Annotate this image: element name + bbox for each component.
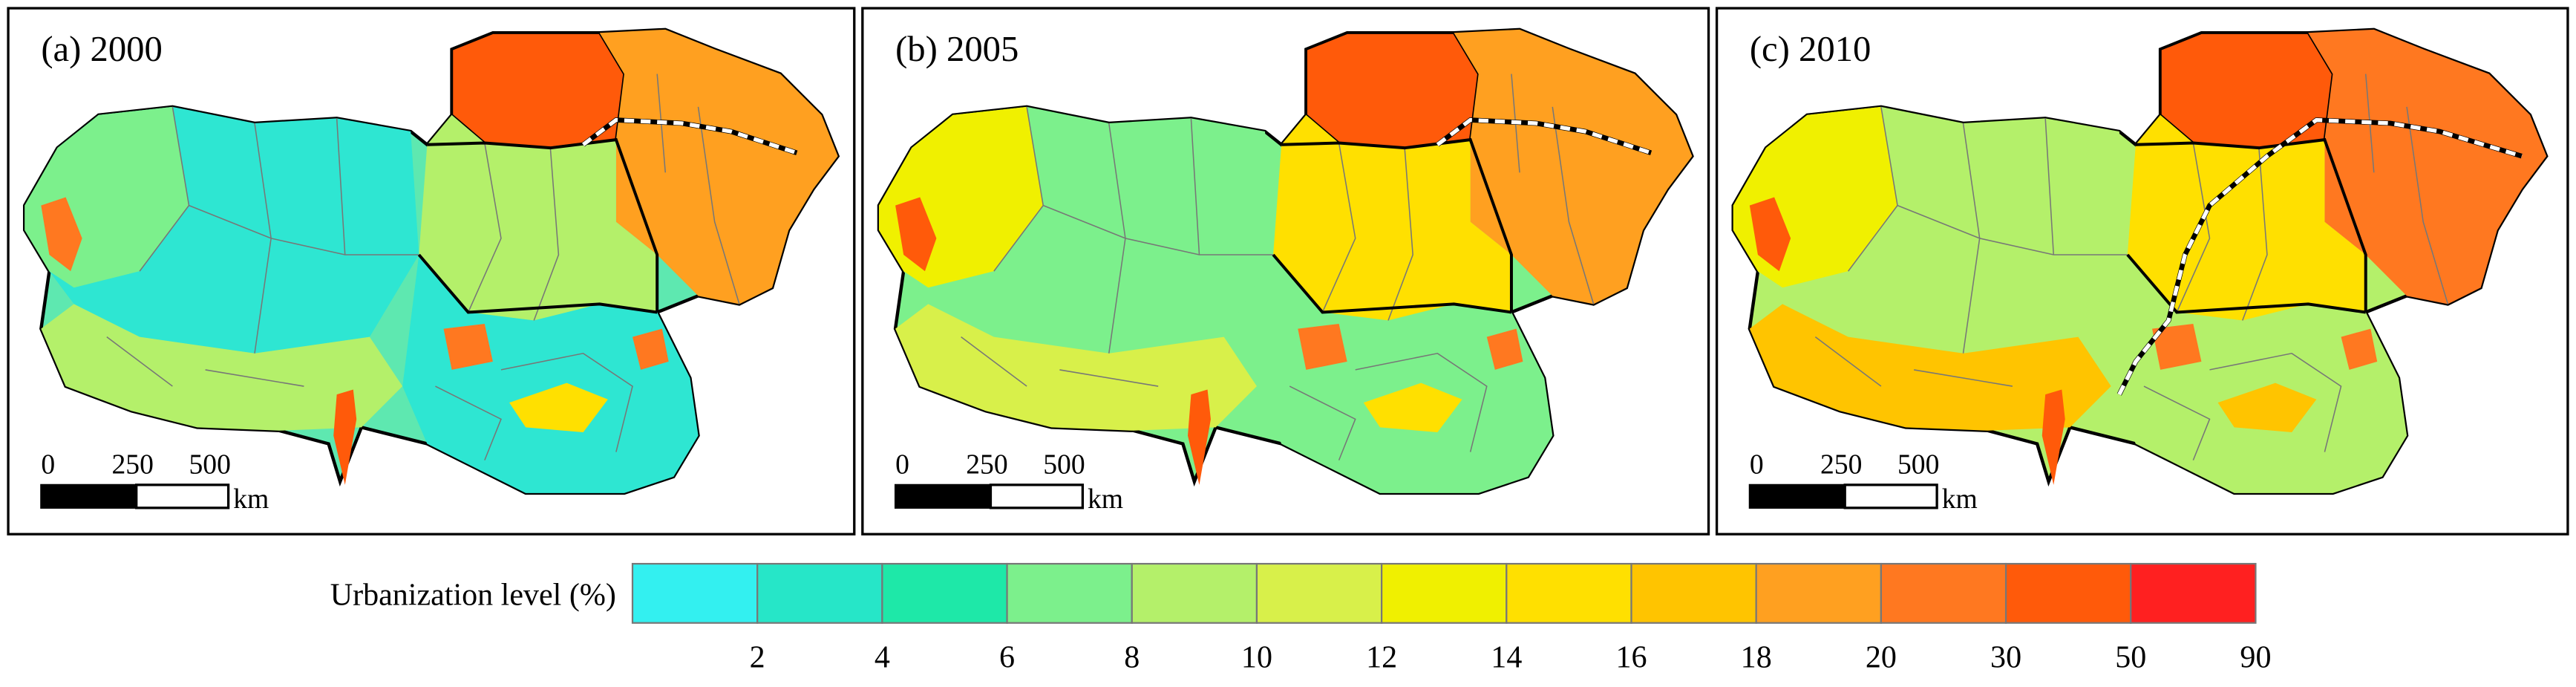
scale-unit: km — [233, 483, 269, 515]
legend-tick-label: 30 — [1990, 640, 2021, 674]
legend-swatch — [881, 562, 1008, 624]
scale-unit: km — [1088, 483, 1123, 515]
legend-tick-label: 50 — [2115, 640, 2146, 674]
scale-bar-black — [894, 483, 992, 509]
legend-swatch — [1755, 562, 1882, 624]
scale-tick-label: 500 — [1897, 449, 1939, 480]
legend-swatch — [1630, 562, 1757, 624]
legend-title: Urbanization level (%) — [330, 578, 616, 612]
legend-tick-label: 14 — [1491, 640, 1522, 674]
legend-swatch — [1381, 562, 1508, 624]
scale-tick-label: 250 — [111, 449, 153, 480]
legend: Urbanization level (%) 2 4 6 8 10 12 14 16 18 20 30… — [330, 562, 2271, 674]
scale-tick-label: 250 — [966, 449, 1007, 480]
scale-tick-label: 0 — [41, 449, 55, 480]
panel-label: (a) 2000 — [41, 29, 163, 69]
route — [582, 117, 798, 155]
legend-tick-label: 10 — [1241, 640, 1272, 674]
legend-tick-label: 12 — [1366, 640, 1397, 674]
legend-tick-label: 16 — [1615, 640, 1647, 674]
legend-tick-label: 2 — [750, 640, 765, 674]
scale-bar-white — [989, 483, 1085, 509]
legend-tick-label: 90 — [2240, 640, 2271, 674]
scale-bar-white — [1843, 483, 1938, 509]
legend-swatch — [1506, 562, 1632, 624]
scale-bar-black — [40, 483, 137, 509]
legend-tick-label: 4 — [875, 640, 890, 674]
legend-tick-label: 18 — [1741, 640, 1772, 674]
legend-tick-label: 20 — [1866, 640, 1897, 674]
panel-label: (c) 2010 — [1750, 29, 1871, 69]
scale-unit: km — [1942, 483, 1978, 515]
scale-tick-label: 500 — [1043, 449, 1085, 480]
legend-tick-label: 6 — [999, 640, 1015, 674]
scale-tick-label: 250 — [1820, 449, 1862, 480]
scale-bar-white — [135, 483, 230, 509]
legend-swatch — [1131, 562, 1258, 624]
scale-tick-label: 500 — [189, 449, 230, 480]
route — [2117, 117, 2523, 396]
legend-swatch — [756, 562, 883, 624]
scale-tick-label: 0 — [1750, 449, 1764, 480]
legend-swatch — [1880, 562, 2007, 624]
scale-bar-black — [1748, 483, 1846, 509]
panel-label: (b) 2005 — [895, 29, 1019, 69]
route — [1436, 117, 1652, 155]
legend-swatch — [631, 562, 759, 624]
legend-tick-label: 8 — [1124, 640, 1140, 674]
legend-swatch — [1255, 562, 1383, 624]
legend-swatch — [2130, 562, 2257, 624]
legend-swatch — [1006, 562, 1133, 624]
legend-swatch — [2004, 562, 2132, 624]
scale-tick-label: 0 — [895, 449, 909, 480]
